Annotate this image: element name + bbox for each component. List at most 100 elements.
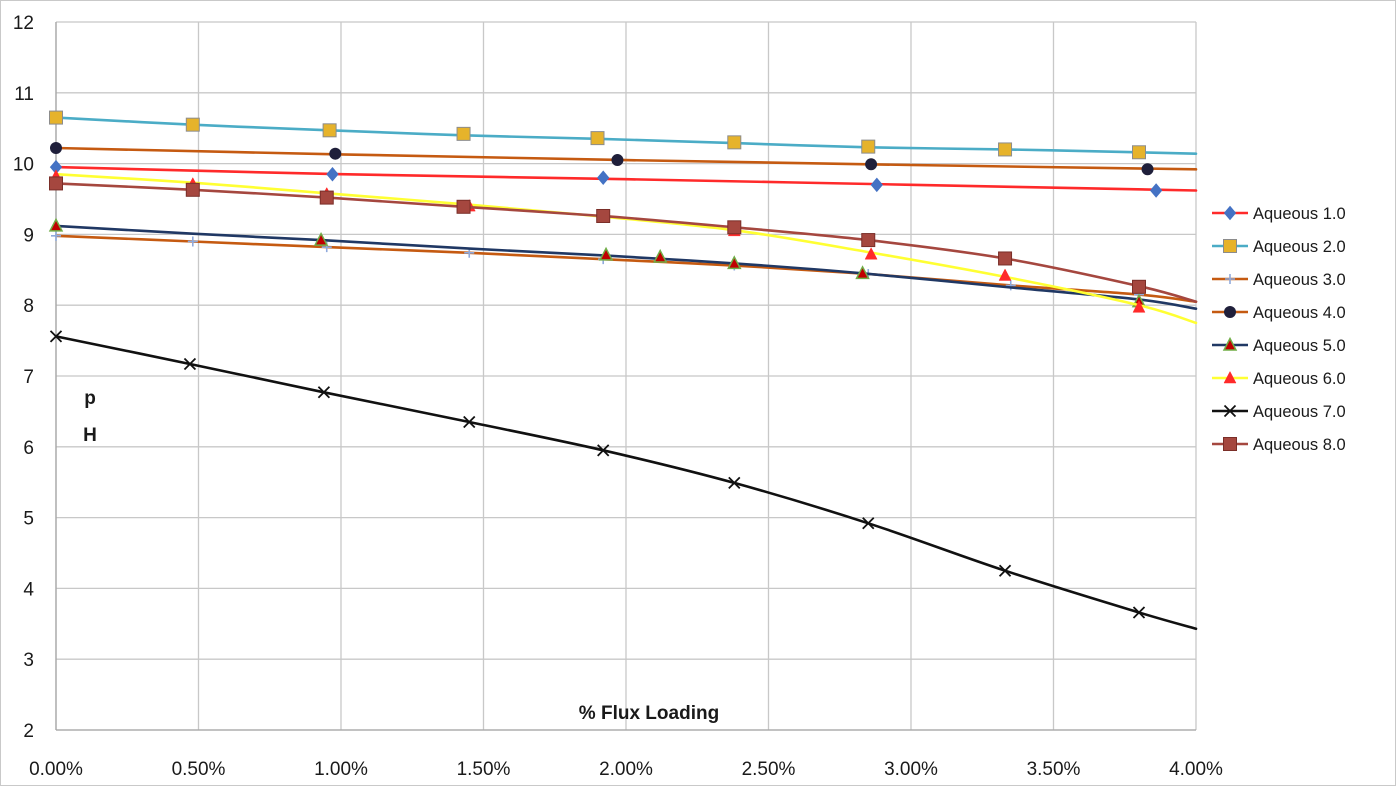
data-point-aqueous-2-0 (590, 131, 605, 146)
data-point-aqueous-6-0 (864, 247, 878, 260)
x-tick-label: 2.00% (599, 759, 653, 780)
legend-entry-aqueous-7-0: Aqueous 7.0 (1212, 403, 1346, 421)
data-point-aqueous-8-0 (185, 182, 200, 197)
data-point-aqueous-8-0 (456, 199, 471, 214)
legend-entry-aqueous-8-0: Aqueous 8.0 (1212, 436, 1346, 454)
data-point-aqueous-7-0 (728, 476, 741, 490)
data-point-aqueous-8-0 (998, 251, 1013, 266)
legend-label-aqueous-8-0: Aqueous 8.0 (1253, 436, 1346, 454)
legend-entry-aqueous-1-0: Aqueous 1.0 (1212, 205, 1346, 223)
y-tick-label: 8 (23, 296, 34, 317)
legend-entry-aqueous-3-0: Aqueous 3.0 (1212, 271, 1346, 289)
data-point-aqueous-2-0 (861, 139, 876, 154)
series-aqueous-6-0 (49, 169, 1198, 325)
series-line-aqueous-8-0 (54, 182, 1198, 303)
data-point-aqueous-1-0 (326, 166, 339, 182)
data-point-aqueous-1-0 (597, 170, 610, 186)
data-point-aqueous-5-0 (855, 265, 870, 280)
data-point-aqueous-7-0 (862, 517, 875, 530)
data-point-aqueous-2-0 (1132, 145, 1146, 160)
data-point-aqueous-8-0 (49, 176, 63, 191)
series-aqueous-3-0 (51, 230, 1198, 303)
legend-marker-aqueous-7-0 (1223, 404, 1237, 418)
data-point-aqueous-7-0 (463, 415, 476, 429)
legend-entry-aqueous-2-0: Aqueous 2.0 (1212, 238, 1346, 256)
x-tick-label: 4.00% (1169, 759, 1223, 780)
data-point-aqueous-7-0 (49, 330, 63, 343)
legend-marker-aqueous-2-0 (1223, 239, 1237, 253)
y-tick-label: 6 (23, 438, 34, 459)
data-point-aqueous-2-0 (727, 135, 742, 150)
data-point-aqueous-7-0 (597, 444, 610, 457)
legend-entry-aqueous-5-0: Aqueous 5.0 (1212, 336, 1346, 355)
data-point-aqueous-2-0 (998, 142, 1013, 157)
legend-marker-aqueous-1-0 (1223, 205, 1237, 221)
data-point-aqueous-5-0 (48, 217, 64, 232)
x-tick-label: 0.50% (172, 759, 226, 780)
y-tick-label: 7 (23, 367, 34, 388)
data-point-aqueous-2-0 (49, 110, 63, 125)
legend-entry-aqueous-6-0: Aqueous 6.0 (1212, 370, 1346, 388)
legend-label-aqueous-1-0: Aqueous 1.0 (1253, 205, 1346, 223)
series-layer (48, 110, 1198, 631)
y-tick-label: 9 (23, 225, 34, 246)
data-point-aqueous-3-0 (187, 236, 198, 247)
data-point-aqueous-5-0 (652, 248, 668, 263)
series-aqueous-5-0 (48, 217, 1198, 310)
series-aqueous-1-0 (49, 159, 1198, 198)
series-aqueous-7-0 (49, 330, 1198, 631)
x-tick-label: 1.50% (457, 759, 511, 780)
data-point-aqueous-4-0 (611, 154, 624, 167)
data-point-aqueous-4-0 (50, 142, 62, 155)
series-line-aqueous-3-0 (54, 234, 1198, 303)
grid-layer (55, 21, 1197, 731)
data-point-aqueous-6-0 (998, 268, 1012, 281)
data-point-aqueous-7-0 (317, 386, 331, 399)
y-tick-label: 11 (14, 84, 34, 105)
y-tick-label: 10 (13, 155, 34, 176)
legend-label-aqueous-2-0: Aqueous 2.0 (1253, 238, 1346, 256)
x-tick-label: 1.00% (314, 759, 368, 780)
legend-marker-aqueous-4-0 (1224, 306, 1236, 318)
legend-marker-aqueous-6-0 (1223, 370, 1237, 384)
y-tick-label: 3 (23, 650, 34, 671)
legend-label-aqueous-5-0: Aqueous 5.0 (1253, 337, 1346, 355)
series-aqueous-4-0 (50, 142, 1198, 176)
legend-marker-aqueous-8-0 (1223, 437, 1237, 451)
data-point-aqueous-8-0 (1132, 279, 1146, 294)
data-point-aqueous-5-0 (598, 246, 614, 261)
data-point-aqueous-7-0 (1132, 606, 1146, 619)
series-line-aqueous-4-0 (54, 146, 1198, 171)
series-aqueous-8-0 (49, 176, 1198, 303)
x-axis-title: % Flux Loading (579, 703, 719, 724)
data-point-aqueous-3-0 (51, 230, 61, 241)
y-axis-title-line-2: H (83, 425, 97, 446)
data-point-aqueous-8-0 (861, 233, 876, 248)
data-point-aqueous-5-0 (313, 231, 329, 246)
x-tick-label: 3.00% (884, 759, 938, 780)
legend-label-aqueous-3-0: Aqueous 3.0 (1253, 271, 1346, 289)
data-point-aqueous-2-0 (322, 123, 337, 138)
x-tick-label: 3.50% (1027, 759, 1081, 780)
series-line-aqueous-2-0 (54, 116, 1198, 155)
data-point-aqueous-7-0 (183, 357, 197, 371)
y-tick-label: 4 (23, 579, 34, 600)
legend: Aqueous 1.0 Aqueous 2.0 Aqueous 3.0 Aqueous… (1212, 205, 1346, 454)
data-point-aqueous-8-0 (727, 220, 742, 235)
x-tick-label: 0.00% (29, 759, 83, 780)
y-axis-title-line-1: p (84, 388, 96, 409)
legend-label-aqueous-4-0: Aqueous 4.0 (1253, 304, 1346, 322)
data-point-aqueous-2-0 (456, 126, 471, 141)
data-point-aqueous-6-0 (1132, 300, 1146, 313)
series-line-aqueous-7-0 (54, 335, 1198, 631)
axis-layer: 0.00% 0.50% 1.00% 1.50% 2.00% 2.50% 3.00% 3.50%… (13, 13, 1223, 780)
legend-label-aqueous-7-0: Aqueous 7.0 (1253, 403, 1346, 421)
data-point-aqueous-1-0 (1149, 183, 1163, 198)
y-tick-label: 5 (23, 509, 34, 530)
series-line-aqueous-5-0 (54, 224, 1198, 310)
data-point-aqueous-4-0 (865, 158, 878, 171)
data-point-aqueous-4-0 (329, 147, 342, 160)
series-line-aqueous-1-0 (54, 165, 1198, 192)
legend-entry-aqueous-4-0: Aqueous 4.0 (1212, 304, 1346, 322)
